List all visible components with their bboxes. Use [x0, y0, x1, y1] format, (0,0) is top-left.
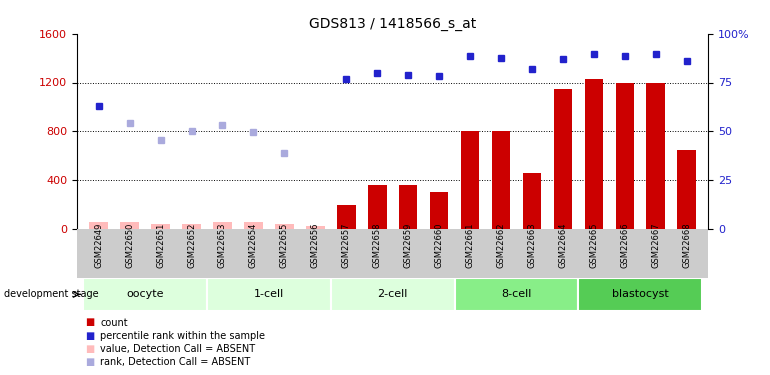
Text: development stage: development stage: [4, 290, 99, 299]
Bar: [430, 192, 448, 229]
Text: percentile rank within the sample: percentile rank within the sample: [100, 331, 265, 340]
Text: 2-cell: 2-cell: [377, 290, 408, 299]
Title: GDS813 / 1418566_s_at: GDS813 / 1418566_s_at: [309, 17, 477, 32]
Text: ■: ■: [85, 318, 94, 327]
Bar: [207, 278, 331, 311]
Text: count: count: [100, 318, 128, 327]
Bar: [578, 278, 702, 311]
Bar: [584, 79, 603, 229]
Bar: [331, 278, 454, 311]
Text: rank, Detection Call = ABSENT: rank, Detection Call = ABSENT: [100, 357, 250, 367]
Text: blastocyst: blastocyst: [612, 290, 668, 299]
Text: ■: ■: [85, 344, 94, 354]
Bar: [492, 131, 511, 229]
Bar: [454, 278, 578, 311]
Text: ■: ■: [85, 357, 94, 367]
Text: ■: ■: [85, 331, 94, 340]
Bar: [213, 222, 232, 229]
Bar: [306, 226, 325, 229]
Bar: [337, 205, 356, 229]
Bar: [460, 131, 480, 229]
Text: 1-cell: 1-cell: [254, 290, 284, 299]
Bar: [554, 89, 572, 229]
Bar: [368, 186, 387, 229]
Bar: [615, 83, 634, 229]
Bar: [89, 222, 108, 229]
Bar: [647, 83, 665, 229]
Bar: [83, 278, 207, 311]
Text: 8-cell: 8-cell: [501, 290, 532, 299]
Bar: [120, 222, 139, 229]
Text: value, Detection Call = ABSENT: value, Detection Call = ABSENT: [100, 344, 255, 354]
Bar: [399, 186, 417, 229]
Bar: [182, 225, 201, 229]
Text: oocyte: oocyte: [126, 290, 164, 299]
Bar: [678, 150, 696, 229]
Bar: [275, 225, 293, 229]
Bar: [523, 172, 541, 229]
Bar: [151, 225, 170, 229]
Bar: [244, 222, 263, 229]
